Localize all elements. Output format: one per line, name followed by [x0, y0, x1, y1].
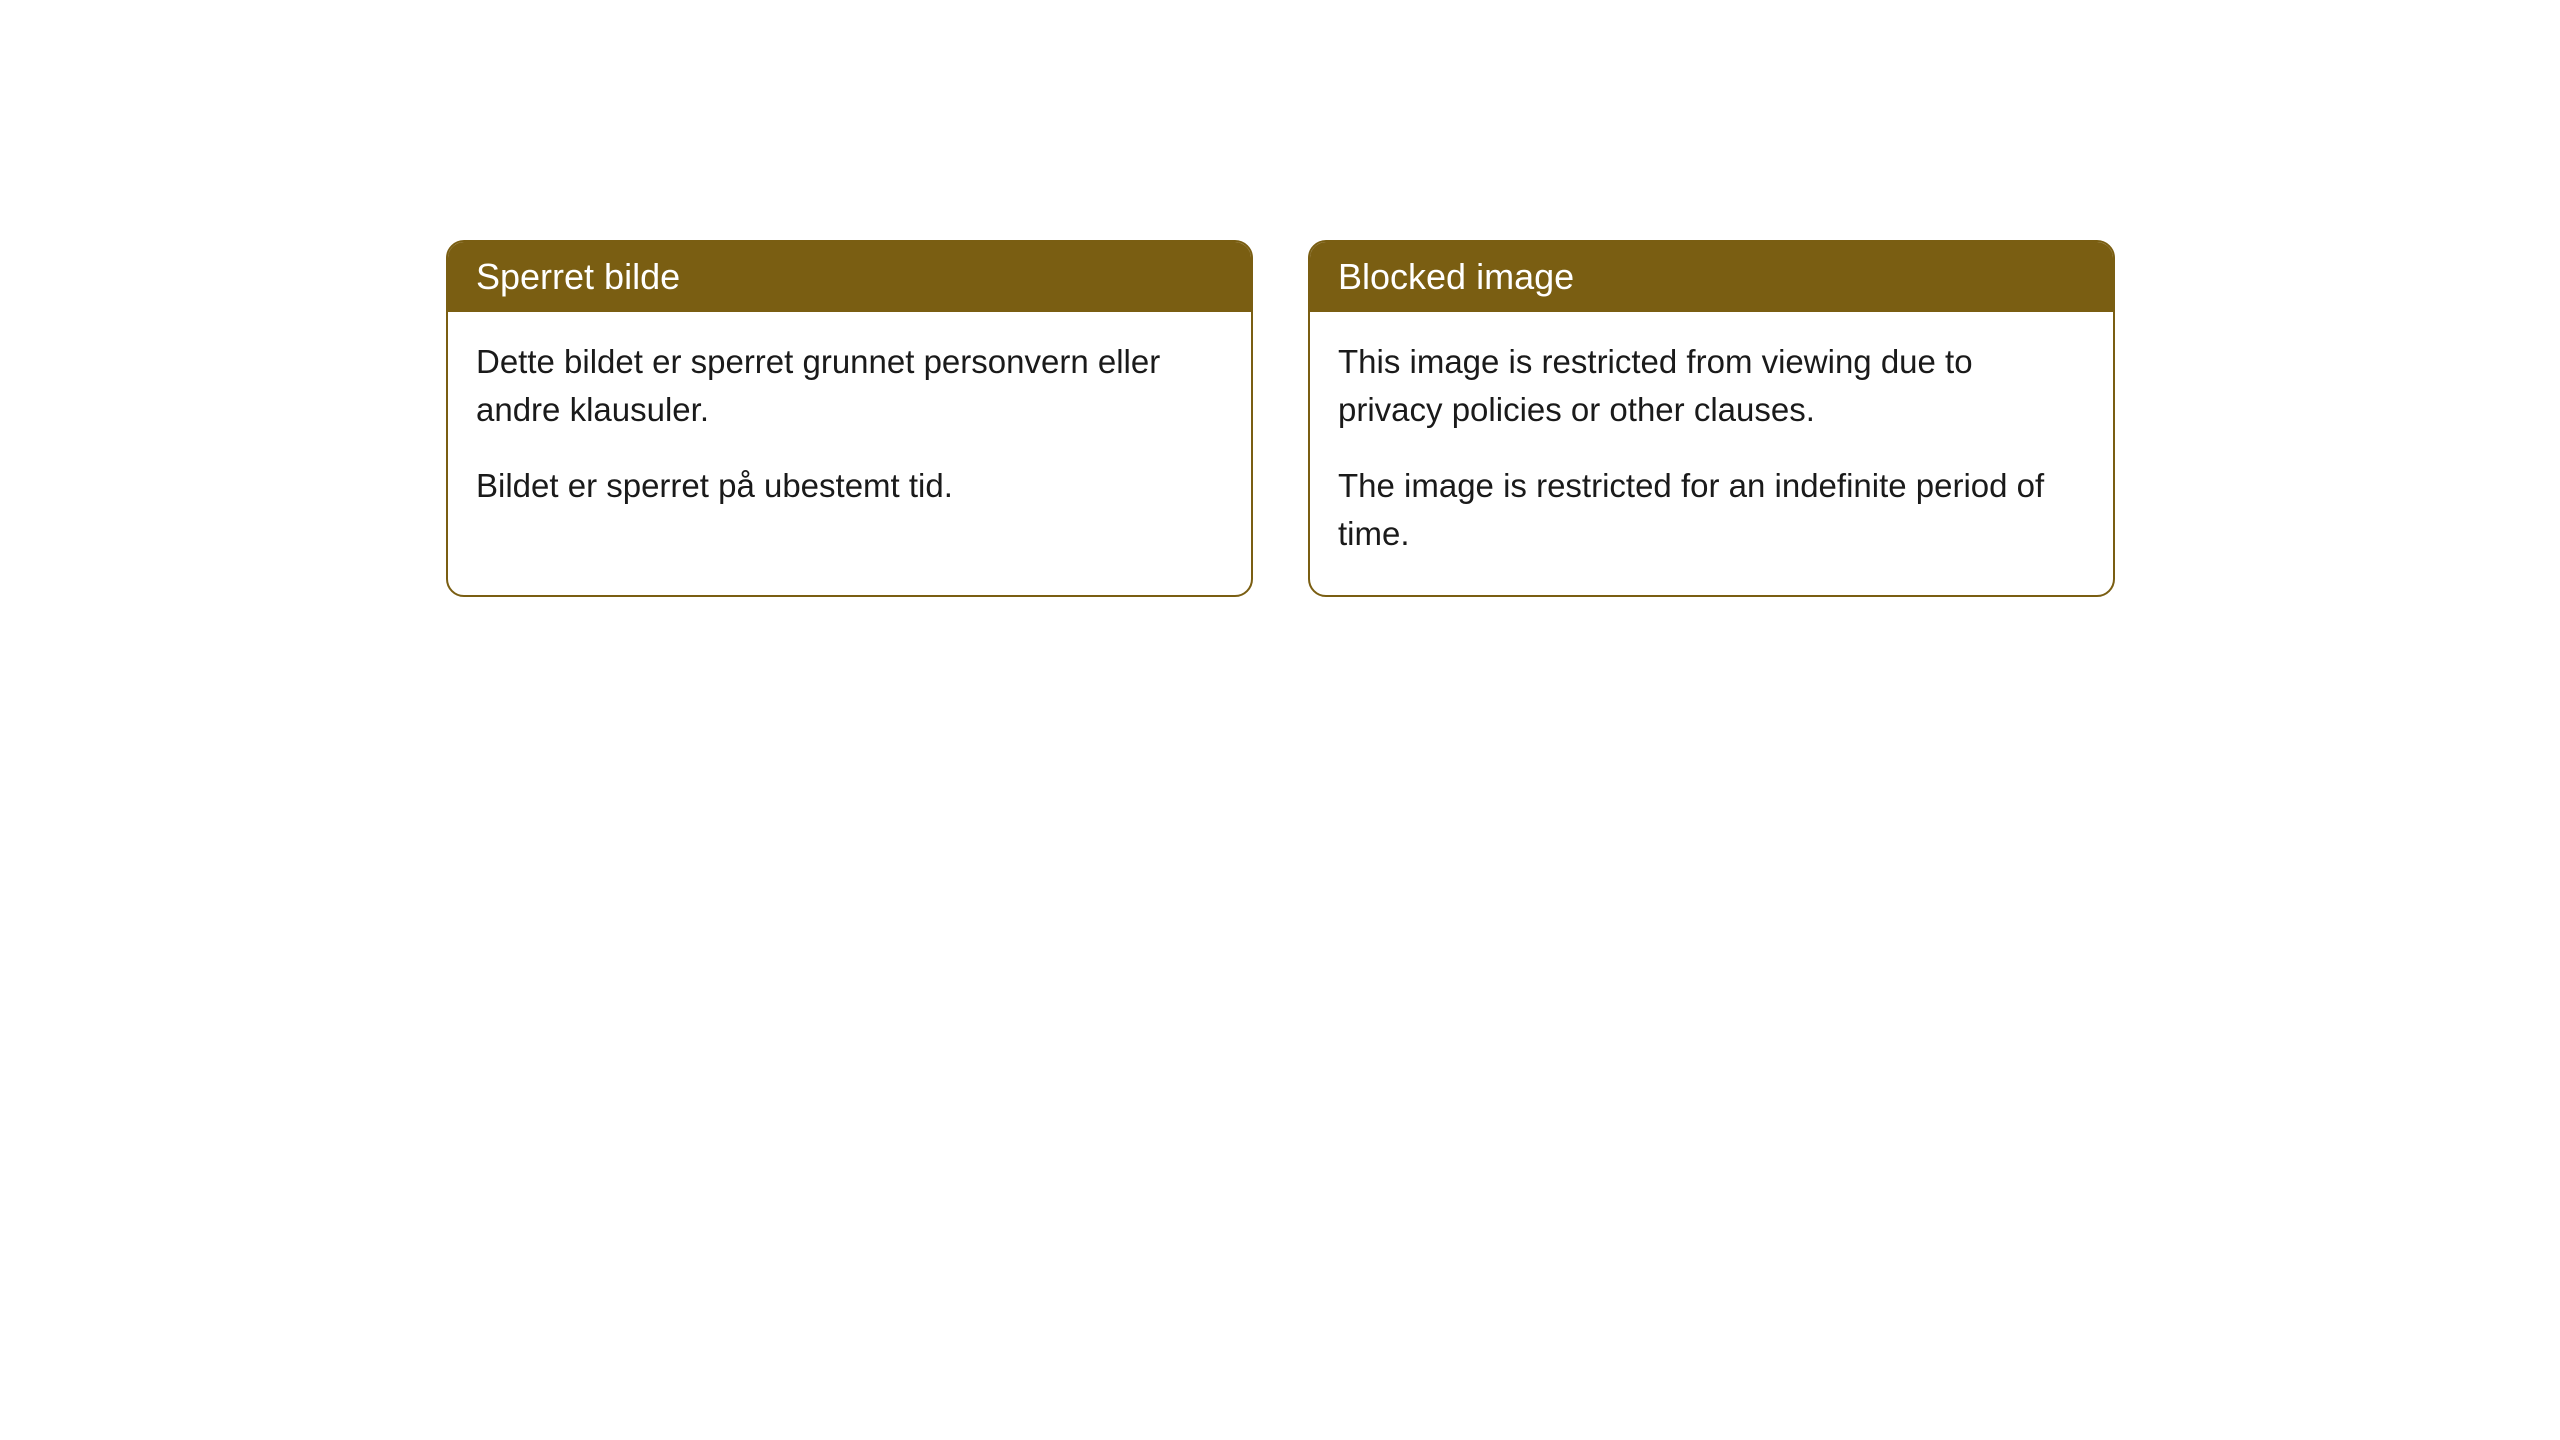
- card-header-english: Blocked image: [1310, 242, 2113, 312]
- card-norwegian: Sperret bilde Dette bildet er sperret gr…: [446, 240, 1253, 597]
- card-header-norwegian: Sperret bilde: [448, 242, 1251, 312]
- card-english: Blocked image This image is restricted f…: [1308, 240, 2115, 597]
- card-paragraph-1: Dette bildet er sperret grunnet personve…: [476, 338, 1223, 434]
- card-paragraph-1: This image is restricted from viewing du…: [1338, 338, 2085, 434]
- card-body-norwegian: Dette bildet er sperret grunnet personve…: [448, 312, 1251, 548]
- cards-container: Sperret bilde Dette bildet er sperret gr…: [446, 240, 2115, 597]
- card-paragraph-2: The image is restricted for an indefinit…: [1338, 462, 2085, 558]
- card-body-english: This image is restricted from viewing du…: [1310, 312, 2113, 595]
- card-paragraph-2: Bildet er sperret på ubestemt tid.: [476, 462, 1223, 510]
